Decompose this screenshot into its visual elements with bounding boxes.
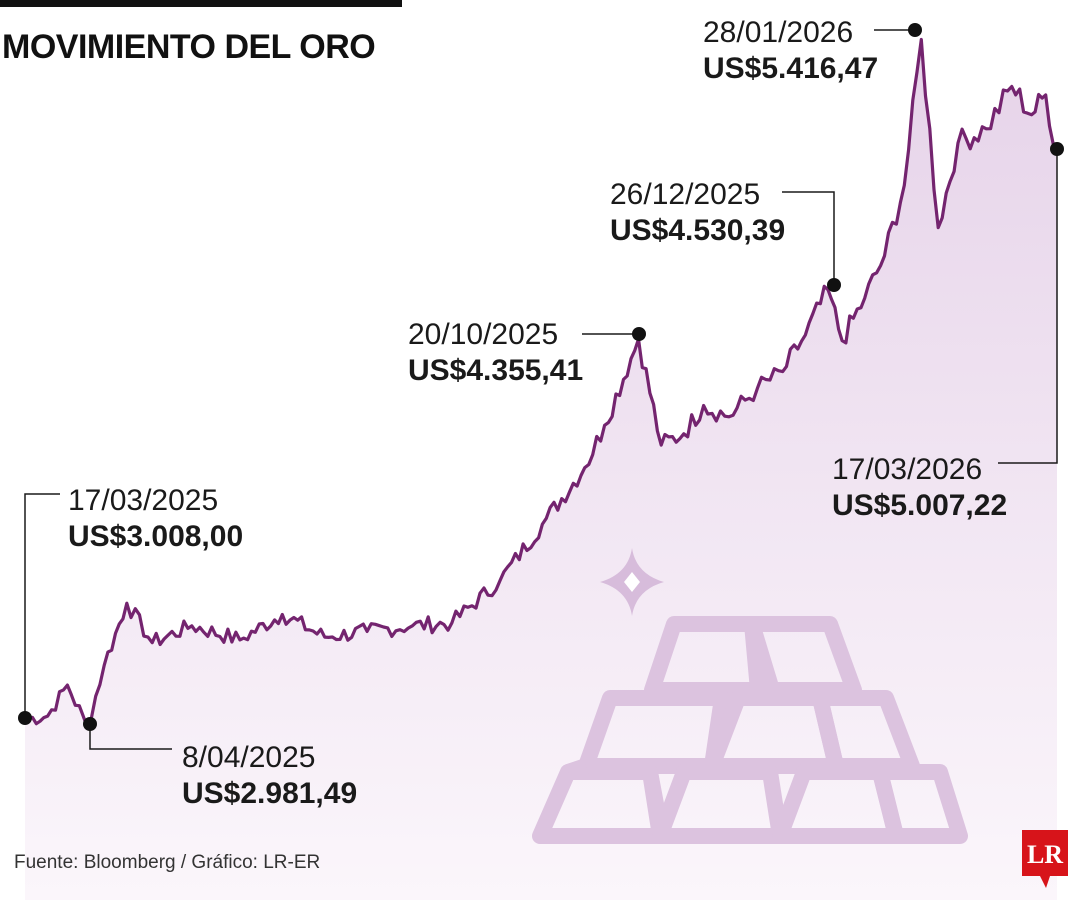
annotation-point (632, 327, 646, 341)
annotation-value: US$3.008,00 (68, 520, 243, 553)
annotation-date: 20/10/2025 (408, 318, 558, 351)
annotation-point (1050, 142, 1064, 156)
gold-bars-illustration (532, 616, 968, 844)
annotation-date: 17/03/2026 (832, 453, 982, 486)
annotation-value: US$4.530,39 (610, 214, 785, 247)
annotation-date: 8/04/2025 (182, 741, 315, 774)
gold-bar-side-left (565, 758, 670, 838)
annotations: 17/03/2025US$3.008,008/04/2025US$2.981,4… (18, 16, 1064, 810)
annotation-leader (89, 724, 172, 750)
annotation-date: 26/12/2025 (610, 178, 760, 211)
annotation-value: US$4.355,41 (408, 354, 583, 387)
price-line (24, 37, 1059, 729)
chart-title: MOVIMIENTO DEL ORO (2, 28, 375, 66)
annotation-point (827, 278, 841, 292)
annotation-date: 28/01/2026 (703, 16, 853, 49)
gold-bar-bot-4 (872, 764, 968, 844)
annotation-value: US$2.981,49 (182, 777, 357, 810)
source-note: Fuente: Bloomberg / Gráfico: LR-ER (14, 852, 320, 873)
annotation-point (908, 23, 922, 37)
logo-badge (1022, 830, 1068, 888)
annotation-value: US$5.416,47 (703, 52, 878, 85)
annotation-point (83, 717, 97, 731)
logo-text: LR (1027, 840, 1063, 869)
sparkle-inner (624, 572, 640, 592)
annotation-point (18, 711, 32, 725)
annotation-date: 17/03/2025 (68, 484, 218, 517)
title-rule (0, 0, 402, 7)
annotation-leader (998, 149, 1058, 464)
gold-bar-mid-1 (578, 690, 730, 774)
annotation-leader (24, 493, 60, 718)
annotation-value: US$5.007,22 (832, 489, 1007, 522)
annotation-leader (782, 191, 835, 285)
gold-bar-bot-2 (652, 764, 788, 844)
lr-logo: LR (1022, 830, 1068, 888)
